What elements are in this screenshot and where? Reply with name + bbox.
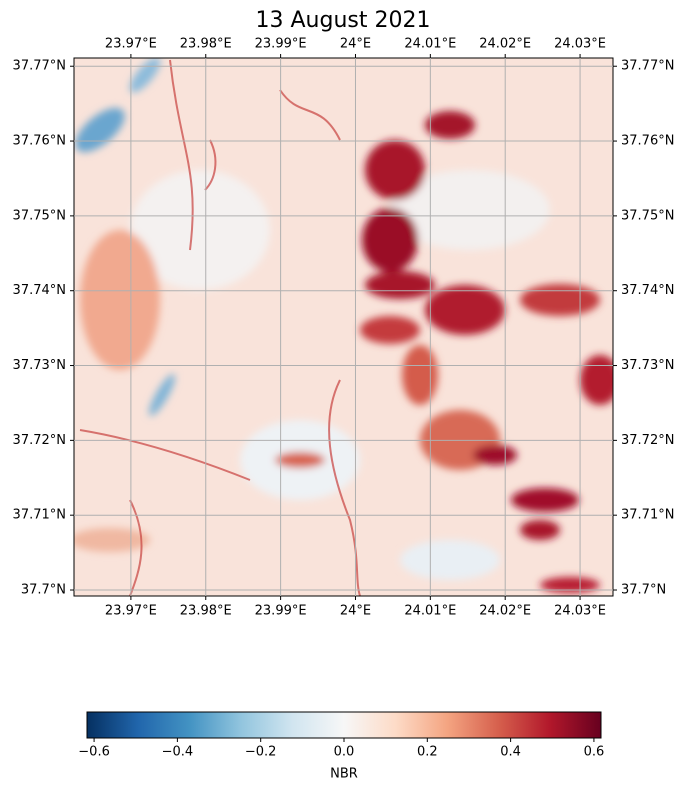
y-tick-label: 37.75°N <box>13 208 66 223</box>
y-tick-label: 37.71°N <box>621 508 674 523</box>
colorbar-tick-label: 0.2 <box>417 745 438 760</box>
y-tick-label: 37.72°N <box>13 433 66 448</box>
colorbar-tick-label: 0.0 <box>334 745 355 760</box>
y-tick-label: 37.7°N <box>21 583 66 598</box>
y-tick-label: 37.76°N <box>621 134 674 149</box>
y-tick-label: 37.73°N <box>621 358 674 373</box>
x-tick-label: 23.98°E <box>180 604 232 619</box>
x-tick-label: 24.01°E <box>404 37 456 52</box>
map-frame <box>73 57 614 597</box>
y-tick-label: 37.74°N <box>13 283 66 298</box>
colorbar-label: NBR <box>330 767 358 782</box>
colorbar <box>86 711 602 739</box>
y-tick-label: 37.7°N <box>621 583 666 598</box>
x-tick-label: 23.99°E <box>255 37 307 52</box>
x-tick-label: 24°E <box>340 37 371 52</box>
y-tick-label: 37.77°N <box>13 59 66 74</box>
map-title: 13 August 2021 <box>256 8 431 33</box>
x-tick-label: 24°E <box>340 604 371 619</box>
colorbar-tick-label: −0.6 <box>78 745 110 760</box>
x-tick-label: 24.03°E <box>554 604 606 619</box>
colorbar-tick-label: 0.4 <box>500 745 521 760</box>
colorbar-tick-label: −0.4 <box>162 745 194 760</box>
x-tick-label: 24.02°E <box>479 604 531 619</box>
colorbar-tick-label: −0.2 <box>245 745 277 760</box>
x-tick-label: 23.99°E <box>255 604 307 619</box>
y-tick-label: 37.75°N <box>621 208 674 223</box>
colorbar-tick-label: 0.6 <box>584 745 605 760</box>
y-tick-label: 37.74°N <box>621 283 674 298</box>
y-tick-label: 37.77°N <box>621 59 674 74</box>
x-tick-label: 24.01°E <box>404 604 456 619</box>
x-tick-label: 23.98°E <box>180 37 232 52</box>
y-tick-label: 37.71°N <box>13 508 66 523</box>
x-tick-label: 24.02°E <box>479 37 531 52</box>
y-tick-label: 37.72°N <box>621 433 674 448</box>
x-tick-label: 23.97°E <box>105 37 157 52</box>
x-tick-label: 23.97°E <box>105 604 157 619</box>
x-tick-label: 24.03°E <box>554 37 606 52</box>
nbr-raster <box>74 58 613 596</box>
y-tick-label: 37.76°N <box>13 134 66 149</box>
y-tick-label: 37.73°N <box>13 358 66 373</box>
